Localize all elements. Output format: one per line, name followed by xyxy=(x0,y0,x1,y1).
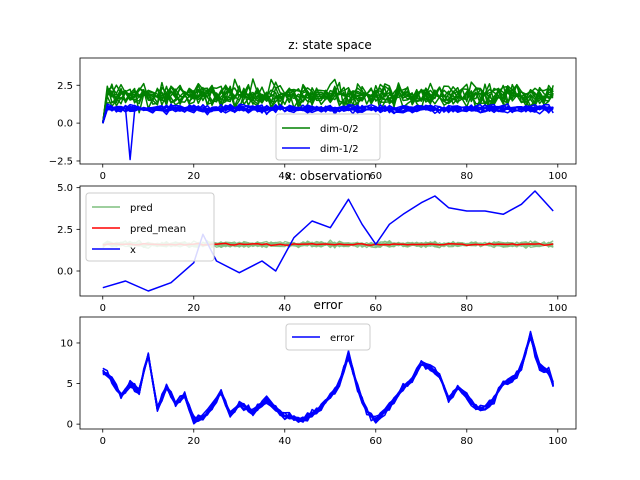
y-tick-label: 5 xyxy=(67,379,73,390)
y-tick-label: 2.5 xyxy=(57,81,73,92)
y-tick-label: 10 xyxy=(60,338,73,349)
x-tick-label: 100 xyxy=(548,303,567,314)
x-tick-label: 100 xyxy=(548,436,567,447)
x-tick-label: 20 xyxy=(187,171,200,182)
x-tick-label: 60 xyxy=(369,171,382,182)
x-tick-label: 60 xyxy=(369,303,382,314)
state-space-series xyxy=(102,78,554,161)
error-legend: error xyxy=(285,323,371,351)
x-tick-label: 80 xyxy=(460,303,473,314)
legend-label-x: x xyxy=(130,245,136,256)
error-ticks: 0 20 40 60 80 100 0 5 10 xyxy=(60,338,567,447)
error-series xyxy=(102,330,554,425)
state-space-ticks: 0 20 40 60 80 100 −2.5 0.0 2.5 xyxy=(49,81,568,182)
error-frame xyxy=(79,316,577,430)
state-space-frame xyxy=(79,57,577,165)
y-tick-label: 0.0 xyxy=(57,119,73,130)
observation-title: x: observation xyxy=(285,169,371,183)
error-panel: error 0 20 40 60 80 100 0 5 10 error xyxy=(60,298,577,447)
observation-frame xyxy=(79,185,577,297)
x-tick-label: 80 xyxy=(460,436,473,447)
state-space-title: z: state space xyxy=(288,38,372,52)
observation-panel: x: observation 0 20 40 60 80 100 0.0 2.5 5.0 pre… xyxy=(57,169,577,314)
y-tick-label: −2.5 xyxy=(49,156,73,167)
y-tick-label: 0 xyxy=(67,420,73,431)
state-space-legend: dim-0/2 dim-1/2 xyxy=(275,113,381,161)
x-tick-label: 0 xyxy=(100,303,106,314)
series-line-dim-1-2-9 xyxy=(102,103,554,124)
legend-label-dim-0-2: dim-0/2 xyxy=(320,124,359,135)
state-space-panel: z: state space 0 20 40 60 80 100 −2.5 0.0 2.5 di… xyxy=(49,38,577,182)
observation-ticks: 0 20 40 60 80 100 0.0 2.5 5.0 xyxy=(57,183,567,314)
x-tick-label: 100 xyxy=(548,171,567,182)
series-line-dim-0-2-8 xyxy=(102,81,554,124)
legend-label-pred-mean: pred_mean xyxy=(130,224,186,235)
y-tick-label: 5.0 xyxy=(57,183,73,194)
legend-label-dim-1-2: dim-1/2 xyxy=(320,144,359,155)
legend-box xyxy=(285,323,371,351)
legend-box xyxy=(85,192,215,262)
x-tick-label: 0 xyxy=(100,171,106,182)
error-title: error xyxy=(313,298,342,312)
series-line-error-9 xyxy=(102,336,554,424)
x-tick-label: 40 xyxy=(278,436,291,447)
legend-label-pred: pred xyxy=(130,203,153,214)
x-tick-label: 60 xyxy=(369,436,382,447)
observation-legend: pred pred_mean x xyxy=(85,192,215,262)
x-tick-label: 40 xyxy=(278,171,291,182)
x-tick-label: 80 xyxy=(460,171,473,182)
x-tick-label: 0 xyxy=(100,436,106,447)
y-tick-label: 2.5 xyxy=(57,225,73,236)
series-line-dim-0-2-9 xyxy=(102,78,554,124)
x-tick-label: 20 xyxy=(187,436,200,447)
x-tick-label: 40 xyxy=(278,303,291,314)
y-tick-label: 0.0 xyxy=(57,267,73,278)
series-line-dim-1-2-8 xyxy=(102,103,554,124)
legend-label-error: error xyxy=(330,333,355,344)
x-tick-label: 20 xyxy=(187,303,200,314)
